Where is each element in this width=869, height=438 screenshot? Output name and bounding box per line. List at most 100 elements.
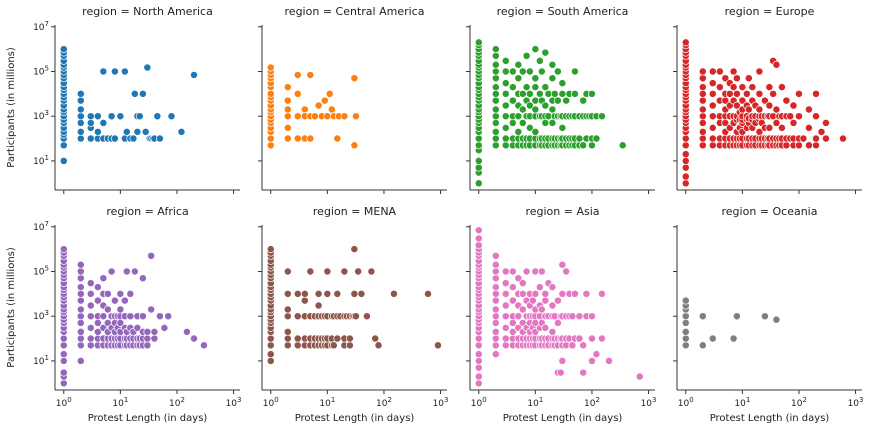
data-point — [553, 296, 562, 305]
data-point — [283, 312, 292, 321]
data-point — [518, 289, 527, 298]
data-point — [537, 67, 546, 76]
data-point — [116, 305, 125, 314]
data-point — [367, 267, 376, 276]
data-point — [491, 289, 500, 298]
x-tick-base: 10 — [641, 399, 653, 409]
y-tick-exponent: 5 — [45, 264, 49, 272]
data-point — [681, 141, 690, 150]
y-tick-exponent: 1 — [45, 154, 49, 162]
data-point — [786, 112, 795, 121]
facet-panel: region = South America — [466, 5, 655, 194]
data-point — [698, 127, 707, 136]
facet-panel: region = North America101103105107Partic… — [6, 5, 240, 194]
data-point — [579, 368, 588, 377]
x-tick-label: 103 — [433, 396, 449, 409]
data-point — [306, 70, 315, 79]
data-point — [501, 301, 510, 310]
data-point — [491, 334, 500, 343]
data-point — [86, 341, 95, 350]
x-tick-exponent: 1 — [331, 396, 335, 404]
data-point — [501, 134, 510, 143]
y-tick-base: 10 — [33, 223, 45, 233]
x-tick-base: 10 — [527, 399, 539, 409]
data-point — [120, 296, 129, 305]
data-point — [579, 341, 588, 350]
data-point — [501, 289, 510, 298]
data-point — [708, 123, 717, 132]
data-point — [120, 67, 129, 76]
data-point — [708, 112, 717, 121]
data-point — [550, 89, 559, 98]
x-tick-base: 10 — [319, 399, 331, 409]
data-point — [491, 134, 500, 143]
data-point — [541, 296, 550, 305]
data-point — [150, 327, 159, 336]
data-point — [283, 341, 292, 350]
data-point — [804, 105, 813, 114]
data-point — [147, 305, 156, 314]
data-point — [698, 105, 707, 114]
data-point — [765, 83, 774, 92]
data-point — [501, 323, 510, 332]
data-point — [293, 341, 302, 350]
data-point — [424, 289, 432, 298]
data-point — [541, 48, 550, 57]
data-point — [293, 289, 302, 298]
data-point — [474, 163, 483, 172]
data-point — [283, 123, 292, 132]
data-point — [76, 283, 85, 292]
data-point — [86, 289, 95, 298]
data-point — [110, 134, 119, 143]
data-point — [474, 234, 483, 243]
data-point — [525, 67, 534, 76]
x-tick-exponent: 1 — [124, 396, 128, 404]
data-point — [491, 60, 500, 69]
data-point — [474, 156, 483, 165]
data-point — [812, 89, 820, 98]
data-point — [508, 327, 517, 336]
data-point — [474, 226, 483, 235]
data-point — [681, 134, 690, 143]
data-point — [681, 318, 690, 327]
x-tick-exponent: 2 — [180, 396, 184, 404]
data-point — [345, 341, 354, 350]
data-point — [283, 112, 292, 121]
data-point — [491, 67, 500, 76]
data-point — [501, 141, 510, 150]
data-point — [266, 350, 275, 359]
data-point — [107, 112, 116, 121]
data-point — [76, 274, 85, 283]
data-point — [698, 312, 707, 321]
data-point — [76, 289, 85, 298]
data-point — [681, 327, 690, 336]
data-point — [345, 334, 354, 343]
data-point — [325, 89, 334, 98]
panel-title: region = North America — [82, 5, 213, 18]
y-axis-label: Participants (in millions) — [6, 247, 17, 368]
data-point — [681, 179, 690, 188]
data-point — [744, 105, 753, 114]
panel-title: region = Central America — [285, 5, 425, 18]
data-point — [531, 127, 540, 136]
data-point — [708, 141, 717, 150]
data-point — [76, 96, 85, 105]
data-point — [742, 89, 751, 98]
data-point — [306, 267, 315, 276]
data-point — [501, 112, 510, 121]
data-point — [541, 118, 550, 127]
data-point — [329, 341, 338, 350]
y-tick-exponent: 3 — [45, 309, 49, 317]
x-tick-base: 10 — [848, 399, 860, 409]
y-tick-base: 10 — [33, 312, 45, 322]
data-point — [293, 70, 302, 79]
data-point — [283, 305, 292, 314]
data-point — [839, 134, 847, 143]
data-point — [597, 112, 606, 121]
data-point — [59, 141, 68, 150]
data-point — [266, 134, 275, 143]
data-point — [548, 60, 557, 69]
y-tick-exponent: 7 — [45, 220, 49, 228]
data-point — [350, 141, 359, 150]
